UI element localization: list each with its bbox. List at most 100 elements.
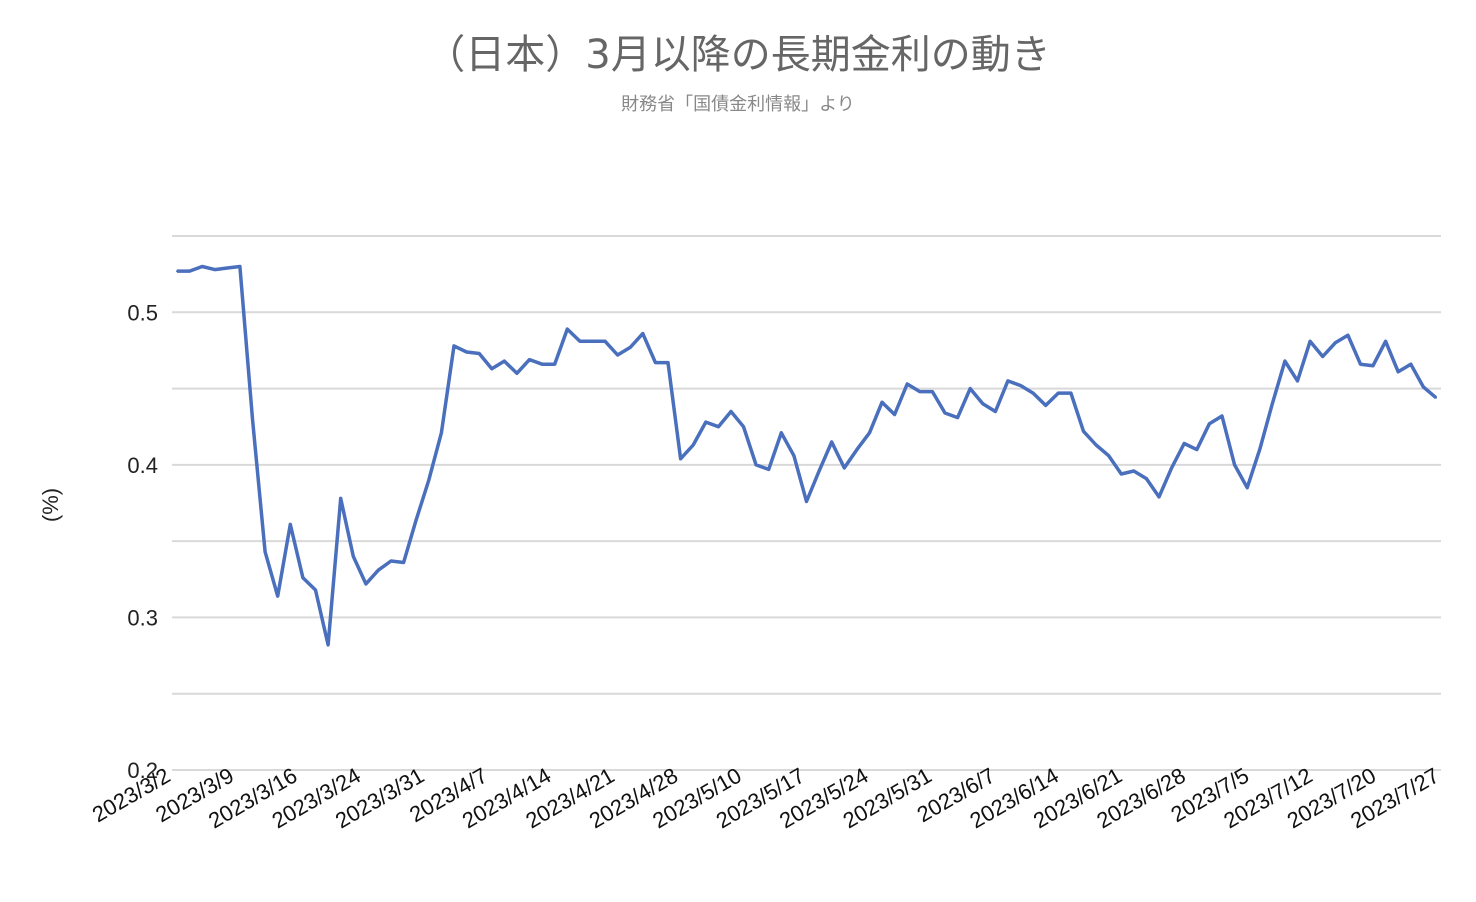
data-point [377, 569, 380, 572]
data-point [176, 270, 178, 273]
data-point [717, 425, 720, 428]
data-point [1019, 384, 1022, 387]
data-point [1145, 477, 1148, 480]
data-point [1170, 466, 1173, 469]
data-point [541, 363, 544, 366]
data-point [352, 555, 355, 558]
data-point [767, 468, 770, 471]
data-point [981, 402, 984, 405]
y-axis-ticks: 0.2 0.3 0.4 0.5 [127, 300, 158, 783]
data-point [1233, 463, 1236, 466]
data-point [730, 410, 732, 413]
data-point [742, 425, 745, 428]
data-point [1283, 360, 1286, 363]
data-point [616, 354, 619, 356]
data-point [1346, 334, 1349, 337]
data-point [1397, 370, 1400, 373]
data-point [1082, 430, 1085, 433]
data-point [1422, 386, 1425, 388]
y-tick-label: 0.2 [127, 758, 158, 783]
data-point [402, 561, 405, 564]
data-point [792, 454, 795, 457]
data-point [881, 401, 883, 404]
data-point [1057, 392, 1060, 395]
data-point [364, 582, 367, 585]
data-point [213, 268, 216, 271]
data-point [566, 328, 569, 331]
data-point [679, 457, 682, 460]
data-point [641, 332, 644, 335]
data-point [1107, 454, 1110, 457]
data-point [931, 390, 934, 393]
data-point [264, 550, 267, 553]
data-point [944, 412, 946, 414]
data-point [201, 265, 204, 268]
data-point [830, 441, 833, 443]
data-point [629, 346, 632, 349]
data-point [755, 463, 758, 466]
data-point [515, 372, 518, 375]
data-point [465, 351, 468, 353]
series-layer [176, 264, 1438, 647]
data-point [591, 340, 594, 343]
data-point [226, 267, 229, 269]
data-point [667, 361, 669, 364]
data-point [478, 352, 481, 355]
data-point [1246, 486, 1249, 489]
data-point [1309, 340, 1312, 343]
data-point [578, 340, 581, 343]
data-point [1183, 442, 1186, 445]
data-point [1334, 341, 1337, 344]
y-axis-label: (%) [38, 488, 63, 522]
data-point [1120, 473, 1123, 475]
data-point [553, 363, 556, 366]
data-point [1271, 402, 1274, 405]
data-point [906, 383, 909, 385]
data-point [918, 390, 921, 393]
data-point [1195, 448, 1198, 451]
data-point [453, 344, 455, 347]
data-point [893, 413, 896, 416]
chart-title: （日本）3月以降の長期金利の動き [425, 32, 1051, 78]
series-line [177, 264, 1438, 647]
data-point [1359, 363, 1362, 366]
data-point [440, 431, 443, 434]
data-point [780, 431, 783, 434]
y-tick-label: 0.5 [127, 300, 158, 325]
data-point [327, 643, 330, 646]
data-point [1384, 340, 1387, 343]
data-point [818, 470, 821, 472]
data-point [1044, 404, 1047, 407]
data-point [1095, 444, 1098, 446]
data-point [692, 444, 695, 446]
data-point [994, 410, 997, 413]
x-axis-ticks: 2023/3/22023/3/92023/3/162023/3/242023/3… [88, 763, 1444, 834]
data-point [390, 560, 392, 562]
data-point [843, 466, 846, 469]
data-point [503, 360, 506, 363]
data-point [1258, 448, 1261, 451]
data-point [238, 265, 241, 268]
data-point [490, 367, 493, 370]
data-point [427, 479, 430, 482]
data-point [188, 270, 191, 273]
data-point [1006, 379, 1009, 382]
data-point [868, 431, 871, 434]
y-tick-label: 0.4 [127, 453, 158, 478]
data-point [289, 523, 292, 526]
y-tick-label: 0.3 [127, 605, 158, 630]
chart-subtitle: 財務省「国債金利情報」より [621, 94, 855, 115]
data-point [855, 448, 858, 451]
data-point [1032, 392, 1035, 395]
data-point [528, 358, 531, 361]
data-point [704, 421, 707, 424]
data-point [415, 518, 418, 521]
data-point [301, 576, 304, 579]
data-point [1069, 392, 1072, 395]
data-point [1321, 355, 1324, 358]
data-point [1221, 415, 1223, 417]
data-point [1372, 364, 1374, 367]
data-point [1435, 396, 1437, 399]
